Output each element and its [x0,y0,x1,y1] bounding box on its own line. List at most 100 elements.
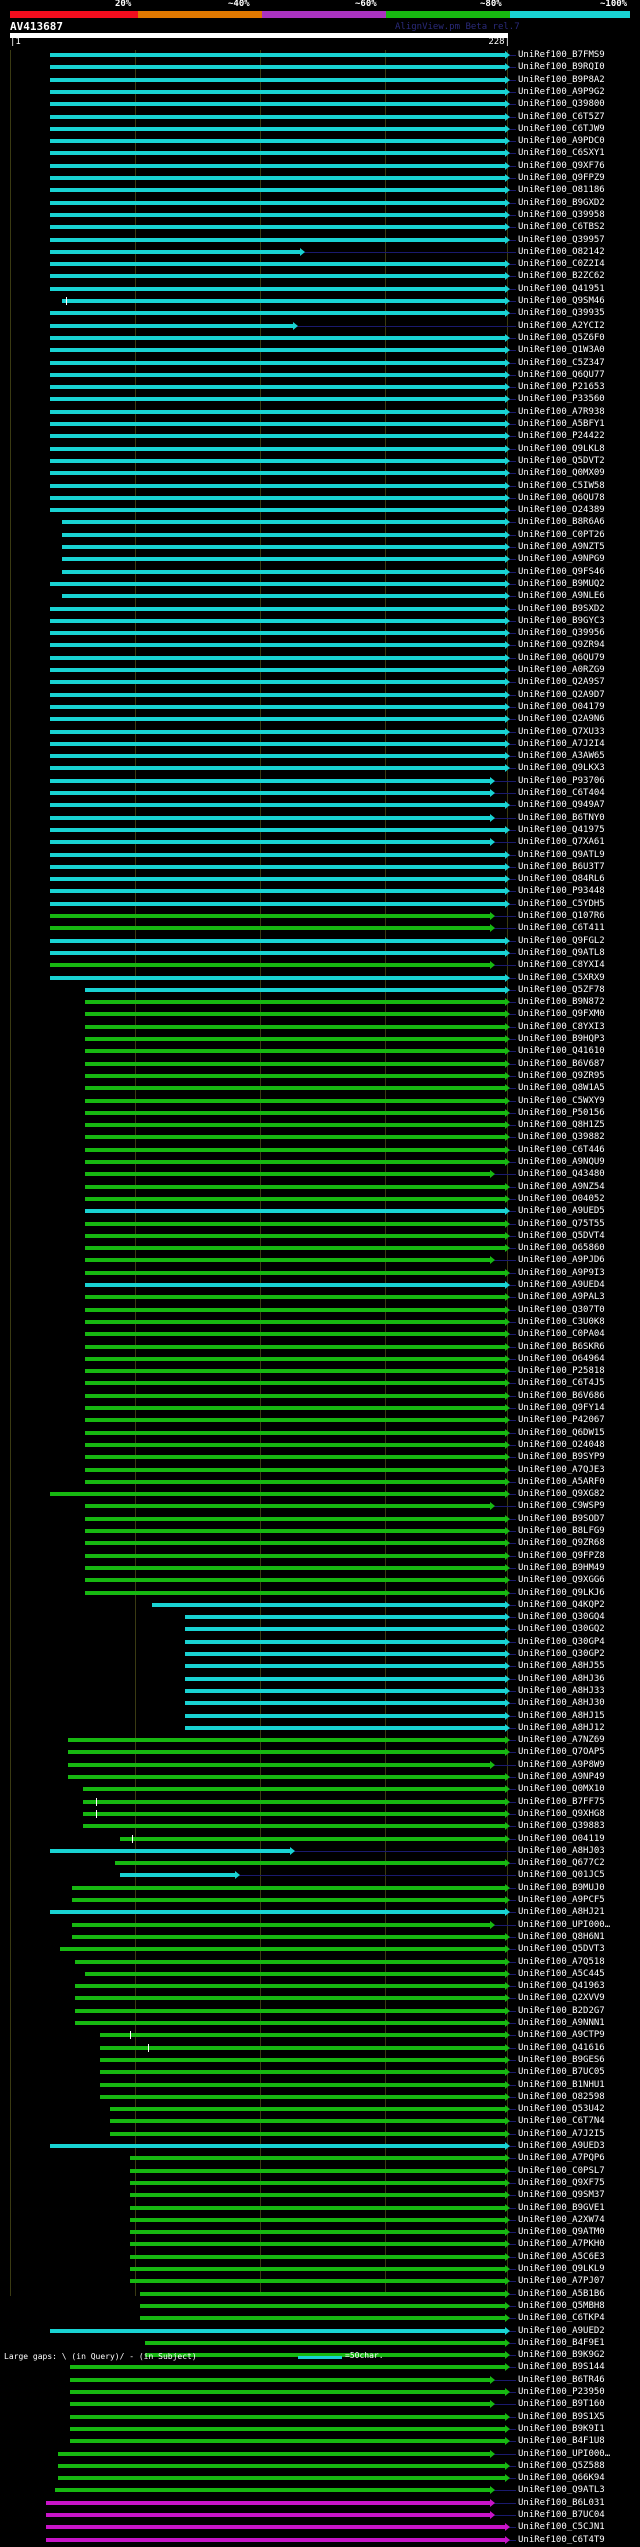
alignment-bar[interactable] [50,422,505,426]
hit-row[interactable]: UniRef100_B6TNY0 [0,813,640,825]
hit-row[interactable]: UniRef100_Q5DVT3 [0,1944,640,1956]
alignment-bar[interactable] [85,1012,505,1017]
hit-row[interactable]: UniRef100_A9UED4 [0,1280,640,1292]
subject-accession-label[interactable]: UniRef100_Q9FPZ8 [518,1550,605,1561]
alignment-bar[interactable] [50,877,505,882]
subject-accession-label[interactable]: UniRef100_A9NLE6 [518,591,605,602]
alignment-bar[interactable] [85,1196,505,1201]
subject-accession-label[interactable]: UniRef100_B9HQP3 [518,1034,605,1044]
hit-row[interactable]: UniRef100_B7FF75 [0,1797,640,1809]
alignment-bar[interactable] [62,569,505,574]
subject-accession-label[interactable]: UniRef100_B9GXD2 [518,197,605,208]
alignment-bar[interactable] [70,2390,505,2394]
subject-accession-label[interactable]: UniRef100_P50156 [518,1107,605,1118]
hit-row[interactable]: UniRef100_A5C445 [0,1969,640,1981]
subject-accession-label[interactable]: UniRef100_Q2A9S7 [518,677,605,688]
subject-accession-label[interactable]: UniRef100_A9PCF5 [518,1895,605,1905]
alignment-bar[interactable] [50,668,505,672]
alignment-bar[interactable] [83,1787,505,1792]
subject-accession-label[interactable]: UniRef100_Q30GP2 [518,1649,605,1659]
subject-accession-label[interactable]: UniRef100_A9UED3 [518,2141,605,2151]
alignment-bar[interactable] [70,2426,505,2431]
hit-row[interactable]: UniRef100_B9GVE1 [0,2203,640,2215]
hit-row[interactable]: UniRef100_A9NLE6 [0,591,640,603]
alignment-bar[interactable] [130,2193,505,2198]
hit-row[interactable]: UniRef100_A9NZ54 [0,1182,640,1194]
hit-row[interactable]: UniRef100_Q5Z6F0 [0,333,640,345]
subject-accession-label[interactable]: UniRef100_B4F1U8 [518,2436,605,2447]
alignment-bar[interactable] [50,409,505,414]
subject-accession-label[interactable]: UniRef100_Q30GP4 [518,1636,605,1647]
hit-row[interactable]: UniRef100_Q5MBH8 [0,2301,640,2313]
hit-row[interactable]: UniRef100_B9SYP9 [0,1452,640,1464]
hit-row[interactable]: UniRef100_P33560 [0,394,640,406]
subject-accession-label[interactable]: UniRef100_A9NNN1 [518,2018,605,2028]
hit-row[interactable]: UniRef100_Q2A9D7 [0,690,640,702]
subject-accession-label[interactable]: UniRef100_C8YXI4 [518,960,605,971]
subject-accession-label[interactable]: UniRef100_P93448 [518,886,605,897]
subject-accession-label[interactable]: UniRef100_Q30GQ4 [518,1612,605,1623]
subject-accession-label[interactable]: UniRef100_P93706 [518,775,605,786]
alignment-bar[interactable] [85,1037,505,1041]
subject-accession-label[interactable]: UniRef100_Q9SM46 [518,296,605,306]
hit-row[interactable]: UniRef100_B9K9G2 [0,2350,640,2362]
alignment-bar[interactable] [85,1283,505,1287]
hit-row[interactable]: UniRef100_B9SOD7 [0,1514,640,1526]
hit-row[interactable]: UniRef100_Q39957 [0,235,640,247]
alignment-bar[interactable] [85,1971,505,1976]
hit-row[interactable]: UniRef100_Q30GP4 [0,1637,640,1649]
alignment-bar[interactable] [50,102,505,107]
alignment-bar[interactable] [50,311,505,316]
hit-row[interactable]: UniRef100_A9P9G2 [0,87,640,99]
subject-accession-label[interactable]: UniRef100_P21653 [518,382,605,393]
alignment-bar[interactable] [50,803,505,808]
alignment-bar[interactable] [85,1110,505,1115]
hit-row[interactable]: UniRef100_A9P8W9 [0,1760,640,1772]
alignment-bar[interactable] [85,1295,505,1300]
alignment-bar[interactable] [50,446,505,451]
subject-accession-label[interactable]: UniRef100_UPI000… [518,2448,611,2459]
subject-accession-label[interactable]: UniRef100_Q84RL6 [518,874,605,885]
hit-row[interactable]: UniRef100_B6U3T7 [0,862,640,874]
subject-accession-label[interactable]: UniRef100_A5BFY1 [518,419,605,429]
hit-row[interactable]: UniRef100_A2YCI2 [0,321,640,333]
alignment-bar[interactable] [85,1332,505,1337]
subject-accession-label[interactable]: UniRef100_Q9ATL8 [518,947,605,958]
alignment-bar[interactable] [46,2537,505,2542]
hit-row[interactable]: UniRef100_C5XRX9 [0,973,640,985]
hit-row[interactable]: UniRef100_A8HJ55 [0,1661,640,1673]
alignment-bar[interactable] [72,1885,505,1890]
subject-accession-label[interactable]: UniRef100_B9GVE1 [518,2202,605,2213]
hit-row[interactable]: UniRef100_Q9XGG6 [0,1575,640,1587]
subject-accession-label[interactable]: UniRef100_A3AW65 [518,751,605,762]
hit-row[interactable]: UniRef100_Q39800 [0,99,640,111]
subject-accession-label[interactable]: UniRef100_B9MUJ0 [518,1882,605,1893]
alignment-bar[interactable] [50,717,505,722]
alignment-bar[interactable] [140,2303,505,2308]
subject-accession-label[interactable]: UniRef100_Q6DW15 [518,1427,605,1438]
hit-row[interactable]: UniRef100_A7Q518 [0,1957,640,1969]
hit-row[interactable]: UniRef100_A9PJD6 [0,1255,640,1267]
hit-row[interactable]: UniRef100_Q5ZF78 [0,985,640,997]
hit-row[interactable]: UniRef100_Q8H6N1 [0,1932,640,1944]
subject-accession-label[interactable]: UniRef100_O04179 [518,701,605,712]
hit-row[interactable]: UniRef100_A8HJ33 [0,1686,640,1698]
alignment-bar[interactable] [50,262,505,267]
hit-row[interactable]: UniRef100_Q9LKL9 [0,2264,640,2276]
alignment-bar[interactable] [85,1467,505,1472]
subject-accession-label[interactable]: UniRef100_Q6QU78 [518,492,605,503]
alignment-bar[interactable] [130,2254,505,2259]
alignment-bar[interactable] [62,594,505,599]
alignment-bar[interactable] [50,65,505,70]
hit-row[interactable]: UniRef100_P93706 [0,776,640,788]
subject-accession-label[interactable]: UniRef100_Q5DVT2 [518,455,605,466]
hit-row[interactable]: UniRef100_O24048 [0,1440,640,1452]
hit-row[interactable]: UniRef100_A8HJ12 [0,1723,640,1735]
alignment-bar[interactable] [50,741,505,746]
hit-row[interactable]: UniRef100_C0PSL7 [0,2166,640,2178]
hit-row[interactable]: UniRef100_P21653 [0,382,640,394]
hit-row[interactable]: UniRef100_Q1W3A0 [0,345,640,357]
hit-row[interactable]: UniRef100_A9PDC0 [0,136,640,148]
subject-accession-label[interactable]: UniRef100_Q5MBH8 [518,2300,605,2311]
alignment-bar[interactable] [85,1061,505,1066]
